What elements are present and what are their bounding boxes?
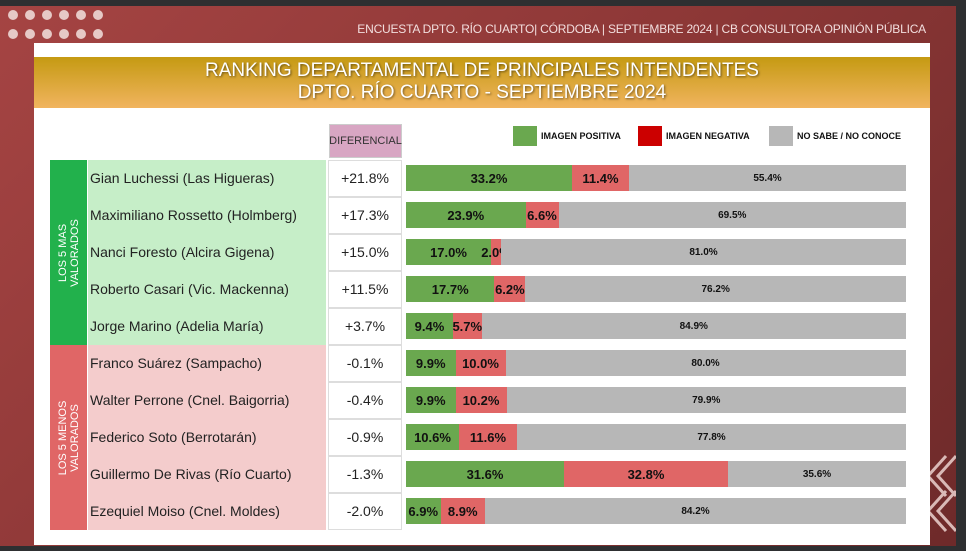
legend-swatch: [769, 126, 793, 146]
intendente-name: Ezequiel Moiso (Cnel. Moldes): [88, 493, 326, 530]
intendente-name: Walter Perrone (Cnel. Baigorria): [88, 382, 326, 419]
diferencial-value: -0.9%: [328, 419, 402, 456]
legend-label: NO SABE / NO CONOCE: [797, 131, 902, 141]
bar-segment-negativa: 10.0%: [455, 350, 506, 376]
bar-segment-ns-nc: 76.2%: [525, 276, 906, 302]
diferencial-value: +15.0%: [328, 234, 402, 271]
diferencial-value: +11.5%: [328, 271, 402, 308]
table-row: Walter Perrone (Cnel. Baigorria) -0.4% 9…: [34, 382, 930, 419]
intendente-name: Maximiliano Rossetto (Holmberg): [88, 197, 326, 234]
intendente-name: Federico Soto (Berrotarán): [88, 419, 326, 456]
group-label: LOS 5 MAS VALORADOS: [50, 160, 87, 345]
diferencial-value: +17.3%: [328, 197, 402, 234]
bar-segment-negativa: 5.7%: [452, 313, 482, 339]
stacked-bar: 6.9% 8.9% 84.2%: [406, 498, 906, 524]
bar-segment-negativa: 32.8%: [564, 461, 728, 487]
bar-segment-positiva: 10.6%: [406, 424, 459, 450]
bar-segment-ns-nc: 84.9%: [481, 313, 906, 339]
stacked-bar: 23.9% 6.6% 69.5%: [406, 202, 906, 228]
bar-segment-ns-nc: 77.8%: [517, 424, 906, 450]
bar-segment-ns-nc: 35.6%: [728, 461, 906, 487]
chart-panel: RANKING DEPARTAMENTAL DE PRINCIPALES INT…: [34, 43, 930, 545]
table-row: Jorge Marino (Adelia María) +3.7% 9.4% 5.…: [34, 308, 930, 345]
legend-item: NO SABE / NO CONOCE: [769, 126, 901, 146]
bar-segment-positiva: 6.9%: [406, 498, 441, 524]
table-row: Ezequiel Moiso (Cnel. Moldes) -2.0% 6.9%…: [34, 493, 930, 530]
chart-title: RANKING DEPARTAMENTAL DE PRINCIPALES INT…: [205, 60, 759, 81]
bar-segment-positiva: 23.9%: [406, 202, 526, 228]
bar-segment-negativa: 2.0%: [481, 239, 511, 265]
diferencial-value: +3.7%: [328, 308, 402, 345]
bar-segment-negativa: 6.2%: [494, 276, 526, 302]
intendente-name: Roberto Casari (Vic. Mackenna): [88, 271, 326, 308]
survey-header: ENCUESTA DPTO. RÍO CUARTO| CÓRDOBA | SEP…: [357, 22, 926, 36]
bar-segment-positiva: 9.4%: [406, 313, 453, 339]
table-row: Gian Luchessi (Las Higueras) +21.8% 33.2…: [34, 160, 930, 197]
diferencial-value: -2.0%: [328, 493, 402, 530]
bar-segment-ns-nc: 79.9%: [506, 387, 906, 413]
table-row: Maximiliano Rossetto (Holmberg) +17.3% 2…: [34, 197, 930, 234]
bar-segment-negativa: 8.9%: [440, 498, 485, 524]
bar-segment-ns-nc: 69.5%: [558, 202, 906, 228]
bar-segment-negativa: 10.2%: [455, 387, 507, 413]
legend-label: IMAGEN POSITIVA: [541, 131, 621, 141]
stacked-bar: 9.4% 5.7% 84.9%: [406, 313, 906, 339]
intendente-name: Gian Luchessi (Las Higueras): [88, 160, 326, 197]
diferencial-value: -0.4%: [328, 382, 402, 419]
stacked-bar: 17.0% 2.0% 81.0%: [406, 239, 906, 265]
bar-segment-negativa: 11.4%: [572, 165, 629, 191]
bar-segment-ns-nc: 55.4%: [629, 165, 906, 191]
bar-segment-positiva: 9.9%: [406, 350, 456, 376]
legend-item: IMAGEN NEGATIVA: [638, 126, 750, 146]
bar-segment-positiva: 9.9%: [406, 387, 456, 413]
table-row: Nanci Foresto (Alcira Gigena) +15.0% 17.…: [34, 234, 930, 271]
table-row: Guillermo De Rivas (Río Cuarto) -1.3% 31…: [34, 456, 930, 493]
stacked-bar: 10.6% 11.6% 77.8%: [406, 424, 906, 450]
bar-segment-positiva: 17.7%: [406, 276, 495, 302]
legend-swatch: [638, 126, 662, 146]
chart-subtitle: DPTO. RÍO CUARTO - SEPTIEMBRE 2024: [297, 82, 667, 103]
table-row: Franco Suárez (Sampacho) -0.1% 9.9% 10.0%…: [34, 345, 930, 382]
diferencial-value: -0.1%: [328, 345, 402, 382]
bar-segment-negativa: 6.6%: [525, 202, 559, 228]
intendente-name: Jorge Marino (Adelia María): [88, 308, 326, 345]
bar-segment-ns-nc: 80.0%: [505, 350, 906, 376]
title-band: RANKING DEPARTAMENTAL DE PRINCIPALES INT…: [34, 57, 930, 108]
intendente-name: Nanci Foresto (Alcira Gigena): [88, 234, 326, 271]
bar-segment-negativa: 11.6%: [459, 424, 517, 450]
decorative-dots: [8, 10, 103, 39]
legend-swatch: [513, 126, 537, 146]
intendente-name: Franco Suárez (Sampacho): [88, 345, 326, 382]
stacked-bar: 31.6% 32.8% 35.6%: [406, 461, 906, 487]
bar-segment-positiva: 17.0%: [406, 239, 491, 265]
stacked-bar: 9.9% 10.2% 79.9%: [406, 387, 906, 413]
bar-segment-positiva: 31.6%: [406, 461, 564, 487]
legend-label: IMAGEN NEGATIVA: [666, 131, 750, 141]
diferencial-value: +21.8%: [328, 160, 402, 197]
stacked-bar: 33.2% 11.4% 55.4%: [406, 165, 906, 191]
intendente-name: Guillermo De Rivas (Río Cuarto): [88, 456, 326, 493]
stacked-bar: 9.9% 10.0% 80.0%: [406, 350, 906, 376]
bar-segment-ns-nc: 84.2%: [485, 498, 906, 524]
bar-segment-positiva: 33.2%: [406, 165, 572, 191]
group-label: LOS 5 MENOS VALORADOS: [50, 345, 87, 530]
diferencial-value: -1.3%: [328, 456, 402, 493]
bar-segment-ns-nc: 81.0%: [501, 239, 906, 265]
table-row: Federico Soto (Berrotarán) -0.9% 10.6% 11…: [34, 419, 930, 456]
table-row: Roberto Casari (Vic. Mackenna) +11.5% 17…: [34, 271, 930, 308]
legend-item: IMAGEN POSITIVA: [513, 126, 621, 146]
stacked-bar: 17.7% 6.2% 76.2%: [406, 276, 906, 302]
diferencial-header: DIFERENCIAL: [329, 124, 402, 158]
